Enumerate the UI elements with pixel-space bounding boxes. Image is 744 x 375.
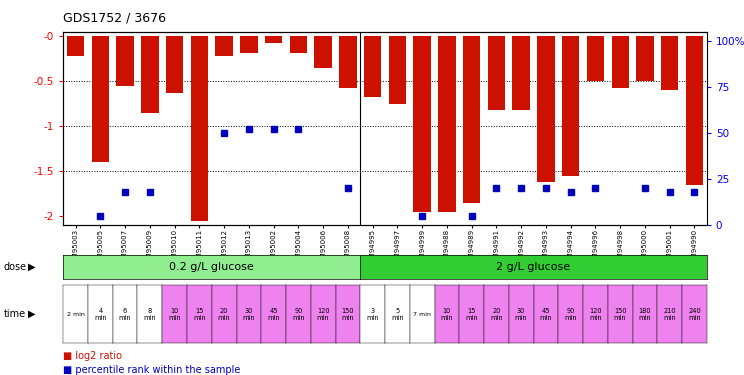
Text: GDS1752 / 3676: GDS1752 / 3676: [63, 11, 166, 24]
Text: 0.2 g/L glucose: 0.2 g/L glucose: [170, 262, 254, 272]
Bar: [537, 36, 554, 182]
Text: dose: dose: [4, 262, 27, 272]
Bar: [240, 36, 257, 52]
Bar: [166, 36, 183, 93]
Bar: [612, 36, 629, 88]
Text: 30
min: 30 min: [515, 308, 527, 321]
Bar: [463, 36, 481, 203]
Bar: [67, 36, 84, 56]
Text: 45
min: 45 min: [267, 308, 280, 321]
Bar: [513, 36, 530, 110]
Bar: [488, 36, 505, 110]
Bar: [414, 36, 431, 212]
Text: 15
min: 15 min: [465, 308, 478, 321]
Text: ▶: ▶: [28, 309, 36, 319]
Text: 8
min: 8 min: [144, 308, 156, 321]
Text: 7 min: 7 min: [413, 312, 431, 316]
Bar: [216, 36, 233, 56]
Text: ■ percentile rank within the sample: ■ percentile rank within the sample: [63, 365, 240, 375]
Text: 10
min: 10 min: [168, 308, 181, 321]
Bar: [289, 36, 307, 52]
Text: 90
min: 90 min: [292, 308, 305, 321]
Bar: [636, 36, 653, 81]
Bar: [117, 36, 134, 86]
Bar: [438, 36, 455, 212]
Text: 45
min: 45 min: [539, 308, 552, 321]
Text: 240
min: 240 min: [688, 308, 701, 321]
Bar: [364, 36, 382, 98]
Text: 3
min: 3 min: [366, 308, 379, 321]
Text: 180
min: 180 min: [638, 308, 651, 321]
Text: 20
min: 20 min: [218, 308, 231, 321]
Text: ▶: ▶: [28, 262, 36, 272]
Bar: [587, 36, 604, 81]
Text: 20
min: 20 min: [490, 308, 503, 321]
Bar: [686, 36, 703, 184]
Text: 120
min: 120 min: [317, 308, 330, 321]
Bar: [141, 36, 158, 113]
Bar: [315, 36, 332, 68]
Text: time: time: [4, 309, 26, 319]
Text: 5
min: 5 min: [391, 308, 404, 321]
Bar: [661, 36, 679, 90]
Text: 2 g/L glucose: 2 g/L glucose: [496, 262, 571, 272]
Text: 6
min: 6 min: [119, 308, 132, 321]
Text: 15
min: 15 min: [193, 308, 205, 321]
Text: 4
min: 4 min: [94, 308, 106, 321]
Text: 150
min: 150 min: [614, 308, 626, 321]
Text: 150
min: 150 min: [341, 308, 354, 321]
Text: 10
min: 10 min: [440, 308, 453, 321]
Bar: [265, 36, 282, 43]
Text: 120
min: 120 min: [589, 308, 602, 321]
Bar: [562, 36, 580, 176]
Bar: [190, 36, 208, 220]
Bar: [339, 36, 356, 88]
Text: 90
min: 90 min: [565, 308, 577, 321]
Text: ■ log2 ratio: ■ log2 ratio: [63, 351, 122, 361]
Text: 30
min: 30 min: [243, 308, 255, 321]
Bar: [92, 36, 109, 162]
Bar: [388, 36, 406, 104]
Text: 2 min: 2 min: [67, 312, 85, 316]
Text: 210
min: 210 min: [664, 308, 676, 321]
